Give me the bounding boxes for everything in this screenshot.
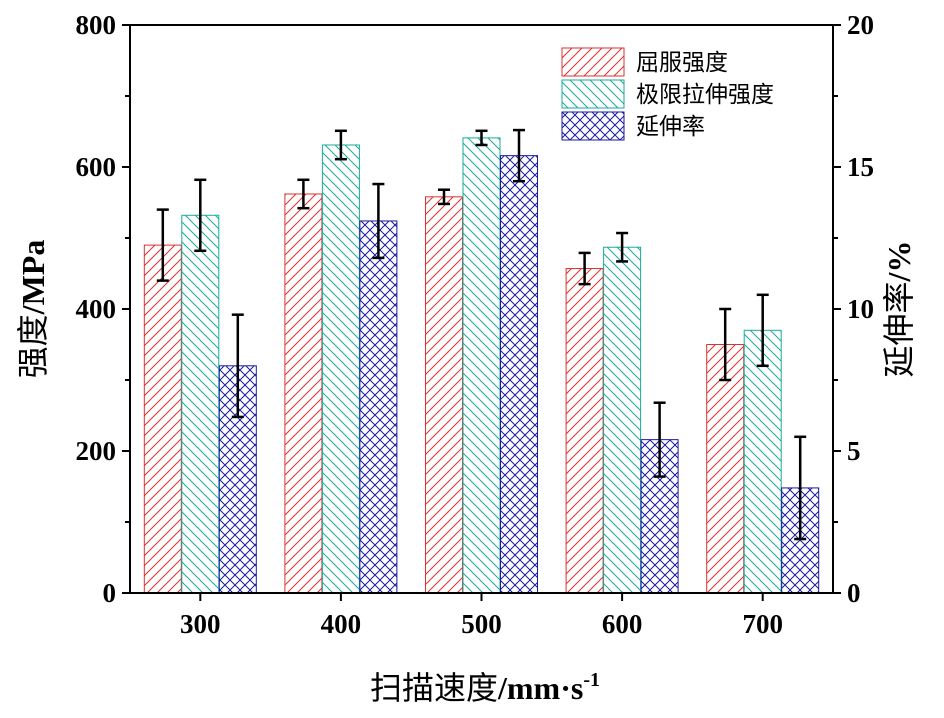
y-right-tick-label-10: 10 bbox=[847, 294, 874, 324]
error-bar-3-600 bbox=[653, 401, 666, 478]
bars-layer bbox=[143, 137, 820, 594]
y-left-axis-title-cn: 强度 bbox=[14, 314, 52, 378]
y-right-tick-label-20: 20 bbox=[847, 10, 874, 40]
legend-swatch-1 bbox=[561, 47, 625, 77]
legend-item-2: 极限拉伸强度 bbox=[561, 79, 774, 109]
y-right-tick-label-0: 0 bbox=[847, 578, 861, 608]
bar-2-700 bbox=[743, 329, 782, 594]
y-left-tick-label-800: 800 bbox=[76, 10, 117, 40]
y-right-axis-title-unit: /% bbox=[881, 241, 917, 283]
y-right-axis-title-cn: 延伸率 bbox=[880, 281, 918, 377]
error-bar-2-700 bbox=[756, 293, 769, 368]
bar-3-500 bbox=[500, 155, 538, 594]
axis-tick-labels: 300 400 500 600 700 0 200 400 600 800 0 5 10 15 20 bbox=[76, 10, 875, 639]
bar-3-400 bbox=[359, 220, 398, 594]
x-axis-title-unit: /mm·s bbox=[497, 670, 583, 706]
bar-1-300 bbox=[143, 244, 182, 594]
error-bar-1-300 bbox=[156, 208, 169, 282]
x-axis-title: 扫描速度/mm·s-1 bbox=[370, 669, 600, 707]
y-left-axis-title-unit: /MPa bbox=[15, 240, 51, 316]
error-bar-1-700 bbox=[719, 307, 732, 382]
x-tick-label-400: 400 bbox=[321, 609, 362, 639]
y-right-axis-title: 延伸率/% bbox=[880, 241, 918, 378]
bar-2-600 bbox=[603, 246, 642, 594]
bar-1-600 bbox=[565, 268, 604, 594]
x-tick-label-700: 700 bbox=[742, 609, 783, 639]
bar-2-400 bbox=[321, 144, 360, 594]
error-bars-layer bbox=[156, 128, 807, 541]
error-bar-2-400 bbox=[334, 129, 347, 161]
legend-label-2: 极限拉伸强度 bbox=[636, 82, 774, 108]
bar-1-700 bbox=[706, 344, 745, 594]
legend-item-3: 延伸率 bbox=[561, 111, 705, 141]
error-bar-3-400 bbox=[372, 182, 385, 260]
error-bar-3-300 bbox=[231, 313, 244, 419]
axis-ticks bbox=[122, 24, 841, 601]
x-tick-label-600: 600 bbox=[602, 609, 643, 639]
error-bar-2-600 bbox=[616, 231, 629, 263]
y-left-tick-label-200: 200 bbox=[76, 436, 117, 466]
error-bar-3-700 bbox=[794, 435, 807, 541]
x-tick-label-300: 300 bbox=[180, 609, 221, 639]
bar-1-500 bbox=[425, 196, 463, 594]
y-left-tick-label-400: 400 bbox=[76, 294, 117, 324]
y-right-tick-label-5: 5 bbox=[847, 436, 861, 466]
y-right-tick-label-15: 15 bbox=[847, 152, 874, 182]
y-left-tick-label-600: 600 bbox=[76, 152, 117, 182]
y-left-axis-title: 强度/MPa bbox=[14, 240, 52, 379]
legend-label-3: 延伸率 bbox=[636, 114, 705, 140]
bar-2-300 bbox=[181, 214, 220, 594]
error-bar-3-500 bbox=[513, 128, 525, 183]
legend-label-1: 屈服强度 bbox=[636, 50, 728, 76]
x-tick-label-500: 500 bbox=[461, 609, 502, 639]
error-bar-2-500 bbox=[475, 129, 488, 147]
x-axis-title-cn: 扫描速度 bbox=[370, 669, 498, 707]
bar-1-400 bbox=[284, 193, 323, 594]
x-axis-title-sup: -1 bbox=[583, 669, 600, 691]
error-bar-1-400 bbox=[297, 178, 310, 210]
error-bar-1-500 bbox=[438, 188, 450, 206]
legend-swatch-2 bbox=[561, 79, 625, 109]
legend-item-1: 屈服强度 bbox=[561, 47, 728, 77]
y-left-tick-label-0: 0 bbox=[103, 578, 117, 608]
bar-2-500 bbox=[462, 137, 501, 594]
error-bar-2-300 bbox=[194, 178, 207, 253]
legend-swatch-3 bbox=[561, 111, 625, 141]
error-bar-1-600 bbox=[578, 251, 591, 286]
